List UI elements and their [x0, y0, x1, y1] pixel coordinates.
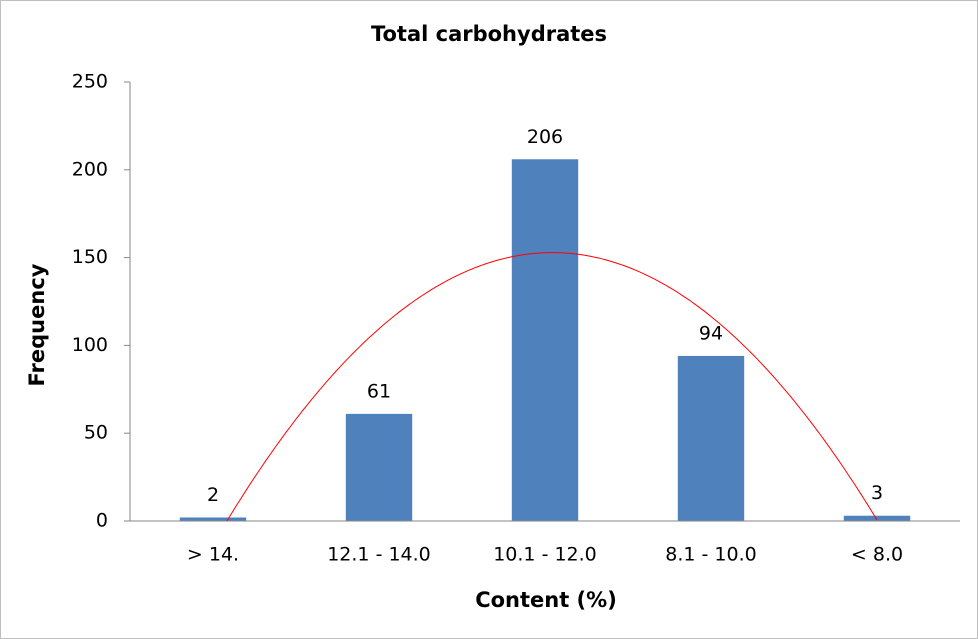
- value-label: 3: [871, 482, 883, 504]
- bar: [511, 159, 579, 521]
- chart-title: Total carbohydrates: [371, 22, 607, 46]
- bar: [179, 517, 247, 521]
- y-tick-label: 250: [72, 71, 108, 93]
- bar: [843, 515, 911, 521]
- bar: [345, 413, 413, 521]
- y-axis-title: Frequency: [25, 263, 49, 386]
- bar: [677, 355, 745, 521]
- x-tick-label: > 14.: [187, 544, 239, 566]
- value-label: 61: [367, 380, 391, 402]
- x-tick-label: < 8.0: [851, 544, 903, 566]
- x-tick-label: 10.1 - 12.0: [493, 544, 597, 566]
- x-axis-title: Content (%): [475, 588, 617, 612]
- x-tick-label: 8.1 - 10.0: [665, 544, 756, 566]
- value-label: 2: [207, 484, 219, 506]
- y-tick-label: 100: [72, 334, 108, 356]
- trendline: [226, 252, 878, 521]
- y-tick-label: 200: [72, 158, 108, 180]
- y-tick-label: 50: [84, 422, 108, 444]
- x-tick-label: 12.1 - 14.0: [327, 544, 431, 566]
- value-label: 206: [527, 126, 563, 148]
- y-tick-label: 0: [96, 510, 108, 532]
- y-tick-label: 150: [72, 246, 108, 268]
- value-label: 94: [699, 322, 723, 344]
